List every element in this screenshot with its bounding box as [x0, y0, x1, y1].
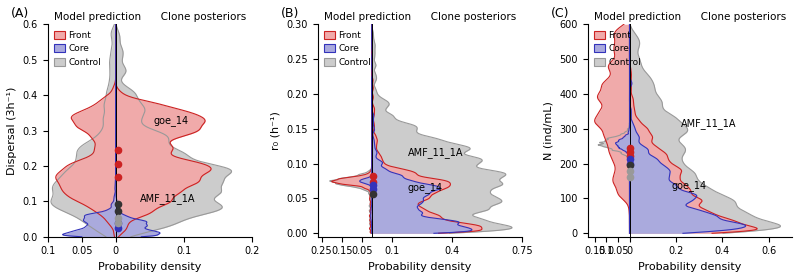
Title: Model prediction      Clone posteriors: Model prediction Clone posteriors — [54, 12, 246, 22]
Text: AMF_11_1A: AMF_11_1A — [681, 118, 736, 129]
X-axis label: Probability density: Probability density — [638, 262, 741, 272]
Text: goe_14: goe_14 — [671, 180, 706, 191]
Y-axis label: N (ind/mL): N (ind/mL) — [544, 101, 554, 160]
Text: (B): (B) — [281, 7, 300, 20]
Legend: Front, Core, Control: Front, Core, Control — [592, 29, 643, 69]
Text: (A): (A) — [11, 7, 29, 20]
Text: AMF_11_1A: AMF_11_1A — [140, 193, 195, 204]
Title: Model prediction      Clone posteriors: Model prediction Clone posteriors — [594, 12, 786, 22]
Text: (C): (C) — [551, 7, 570, 20]
X-axis label: Probability density: Probability density — [368, 262, 471, 272]
Legend: Front, Core, Control: Front, Core, Control — [322, 29, 373, 69]
Y-axis label: Dispersal (3h⁻¹): Dispersal (3h⁻¹) — [7, 86, 17, 175]
Text: goe_14: goe_14 — [407, 182, 443, 193]
X-axis label: Probability density: Probability density — [98, 262, 201, 272]
Text: goe_14: goe_14 — [153, 116, 189, 126]
Y-axis label: r₀ (h⁻¹): r₀ (h⁻¹) — [271, 111, 280, 150]
Legend: Front, Core, Control: Front, Core, Control — [52, 29, 103, 69]
Title: Model prediction      Clone posteriors: Model prediction Clone posteriors — [324, 12, 516, 22]
Text: AMF_11_1A: AMF_11_1A — [407, 147, 463, 158]
